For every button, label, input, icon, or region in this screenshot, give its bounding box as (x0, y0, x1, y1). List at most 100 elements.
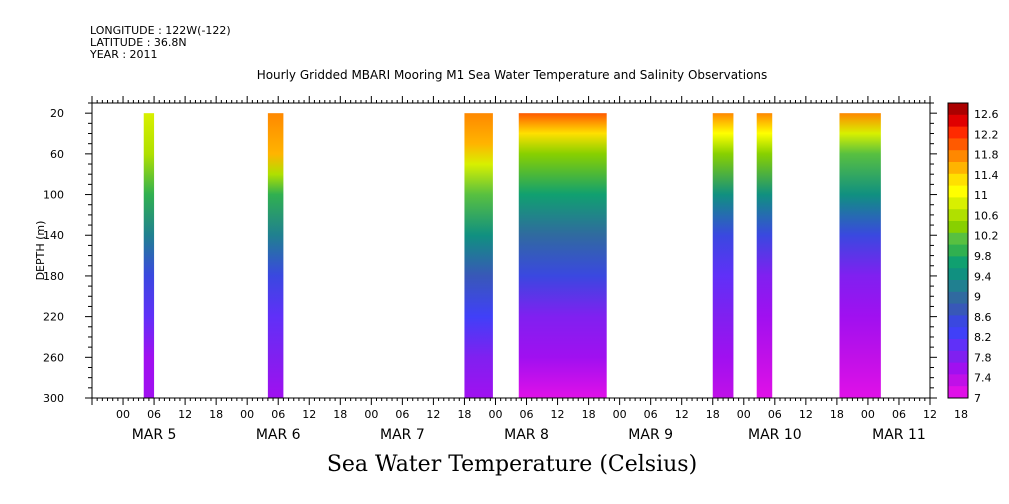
colorbar-cell (948, 232, 968, 246)
x-hour-label: 12 (675, 408, 689, 421)
x-hour-label: 12 (302, 408, 316, 421)
data-segment-5 (712, 113, 734, 398)
plot-frame (91, 102, 931, 399)
x-hour-label: 06 (147, 408, 161, 421)
x-hour-label: 00 (364, 408, 378, 421)
colorbar-cell (948, 138, 968, 151)
data-segment-7 (839, 113, 881, 398)
colorbar-cell (948, 209, 968, 222)
colorbar-cell (948, 362, 968, 375)
x-hour-label: 12 (923, 408, 937, 421)
colorbar-cell (948, 374, 968, 387)
chart-bottom-title: Sea Water Temperature (Celsius) (326, 452, 698, 477)
x-hour-label: 12 (799, 408, 813, 421)
x-hour-label: 06 (395, 408, 409, 421)
colorbar-cell (948, 291, 968, 305)
colorbar-cell (948, 173, 968, 187)
longitude-label: LONGITUDE : 122W(-122) (90, 24, 231, 37)
x-hour-label: 00 (613, 408, 627, 421)
colorbar-cell (948, 197, 968, 210)
colorbar-cell (948, 114, 968, 128)
axis-ticks (85, 96, 937, 405)
x-hour-label: 00 (240, 408, 254, 421)
x-day-label: MAR 8 (504, 427, 549, 443)
x-day-label: MAR 9 (628, 427, 673, 443)
colorbar-cell (948, 256, 968, 269)
x-hour-label: 18 (954, 408, 968, 421)
x-hour-label: 00 (861, 408, 875, 421)
y-axis-label: DEPTH (m) (34, 221, 47, 281)
x-hour-label: 00 (488, 408, 502, 421)
data-segment-1 (143, 113, 155, 398)
y-tick-label: 260 (43, 351, 64, 364)
colorbar-cell (948, 303, 968, 316)
colorbar-cell (948, 221, 968, 234)
colorbar-cell (948, 280, 968, 293)
y-tick-label: 60 (50, 148, 64, 161)
colorbar-label: 7.8 (974, 351, 992, 364)
colorbar-cell (948, 103, 968, 116)
data-segment-4 (518, 113, 607, 398)
data-segment-6 (756, 113, 773, 398)
colorbar-label: 7 (974, 392, 981, 405)
colorbar-cell (948, 339, 968, 352)
x-day-label: MAR 10 (748, 427, 802, 443)
colorbar-label: 12.2 (974, 128, 999, 141)
x-hour-label: 06 (892, 408, 906, 421)
colorbar-label: 11 (974, 189, 988, 202)
colorbar-label: 11.8 (974, 149, 999, 162)
data-segments (143, 113, 881, 398)
x-hour-label: 12 (178, 408, 192, 421)
data-segment-2 (267, 113, 284, 398)
colorbar-cell (948, 268, 968, 281)
x-hour-label: 00 (116, 408, 130, 421)
colorbar-label: 9.4 (974, 270, 992, 283)
x-hour-label: 06 (271, 408, 285, 421)
x-hour-label: 12 (426, 408, 440, 421)
colorbar-cell (948, 150, 968, 163)
y-tick-label: 100 (43, 189, 64, 202)
x-hour-label: 06 (768, 408, 782, 421)
y-tick-label: 20 (50, 107, 64, 120)
colorbar-cell (948, 386, 968, 399)
colorbar-cell (948, 315, 968, 328)
y-tick-label: 300 (43, 392, 64, 405)
x-day-label: MAR 11 (872, 427, 926, 443)
x-hour-label: 00 (737, 408, 751, 421)
x-hour-label: 06 (520, 408, 534, 421)
colorbar: 12.6 12.2 11.8 11.4 11 10.6 10.2 9.8 9.4 9 8.6 8.2 7… (947, 102, 999, 405)
x-day-label: MAR 6 (256, 427, 301, 443)
colorbar-label: 10.2 (974, 230, 999, 243)
x-hour-label: 18 (209, 408, 223, 421)
colorbar-label: 10.6 (974, 209, 999, 222)
colorbar-cell (948, 350, 968, 364)
x-hour-label: 18 (706, 408, 720, 421)
x-hour-label: 18 (457, 408, 471, 421)
colorbar-label: 11.4 (974, 169, 999, 182)
colorbar-cell (948, 185, 968, 198)
colorbar-label: 8.6 (974, 311, 992, 324)
x-day-label: MAR 7 (380, 427, 425, 443)
data-segment-3 (464, 113, 493, 398)
axis-labels: 00 06 12 18 00 06 12 18 00 06 12 18 00 06 12 18 00 06 12 18… (34, 107, 968, 443)
colorbar-cell (948, 327, 968, 340)
colorbar-frame (947, 102, 969, 399)
colorbar-label: 12.6 (974, 108, 999, 121)
colorbar-label: 9.8 (974, 250, 992, 263)
y-tick-label: 140 (43, 229, 64, 242)
colorbar-label: 8.2 (974, 331, 992, 344)
latitude-label: LATITUDE : 36.8N (90, 36, 187, 49)
colorbar-cell (948, 162, 968, 175)
x-day-label: MAR 5 (132, 427, 177, 443)
x-hour-label: 18 (333, 408, 347, 421)
y-tick-label: 220 (43, 311, 64, 324)
colorbar-label: 9 (974, 291, 981, 304)
colorbar-label: 7.4 (974, 372, 992, 385)
y-tick-label: 180 (43, 270, 64, 283)
year-label: YEAR : 2011 (90, 48, 158, 61)
colorbar-cell (948, 126, 968, 139)
x-hour-label: 12 (551, 408, 565, 421)
x-hour-label: 18 (830, 408, 844, 421)
colorbar-cell (948, 244, 968, 257)
